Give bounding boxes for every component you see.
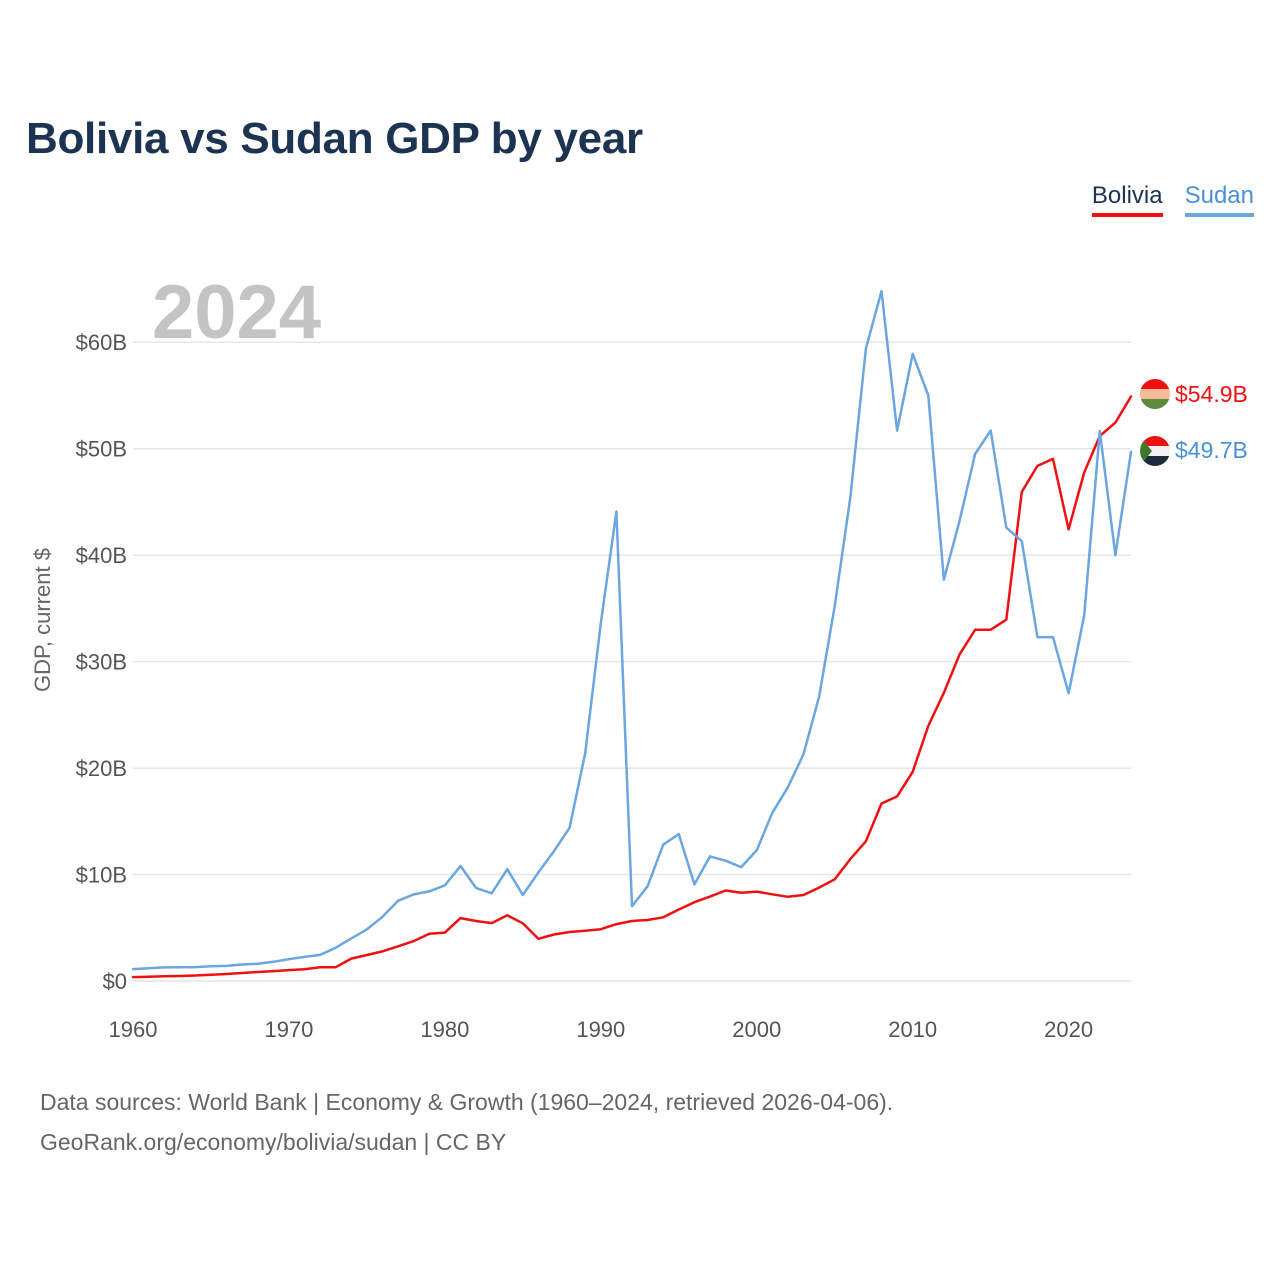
x-axis: 1960 1970 1980 1990 2000 2010 2020 (109, 1017, 1094, 1042)
footer-line-2: GeoRank.org/economy/bolivia/sudan | CC B… (40, 1129, 507, 1155)
series-lines (131, 289, 1133, 979)
y-tick-label: $50B (76, 437, 127, 462)
x-tick-label: 1980 (420, 1017, 469, 1042)
y-tick-label: $10B (76, 863, 127, 888)
y-tick-label: $0 (103, 969, 127, 994)
sudan-flag-icon (1140, 436, 1170, 466)
year-watermark: 2024 (152, 270, 321, 355)
series-line-sudan[interactable] (131, 289, 1133, 971)
y-axis: $0 $10B $20B $30B $40B $50B $60B (76, 330, 127, 994)
y-tick-label: $30B (76, 650, 127, 675)
legend-sudan[interactable]: Sudan (1184, 182, 1254, 217)
y-tick-label: $20B (76, 756, 127, 781)
footer-line-1: Data sources: World Bank | Economy & Gro… (40, 1089, 894, 1115)
x-tick-label: 2020 (1044, 1017, 1093, 1042)
chart-title: Bolivia vs Sudan GDP by year (26, 114, 643, 163)
y-axis-label: GDP, current $ (30, 548, 55, 692)
y-tick-label: $60B (76, 330, 127, 355)
footer-sources: Data sources: World Bank | Economy & Gro… (40, 1082, 893, 1162)
sudan-end-value: $49.7B (1175, 437, 1248, 463)
y-tick-label: $40B (76, 543, 127, 568)
legend-bolivia[interactable]: Bolivia (1091, 182, 1163, 217)
x-tick-label: 1970 (264, 1017, 313, 1042)
legend: Bolivia Sudan (1091, 182, 1254, 217)
gridlines (133, 341, 1131, 982)
x-tick-label: 2000 (732, 1017, 781, 1042)
gdp-line-chart: 2024 GDP, current $ $0 $10B $20B $30B $40B $5… (30, 270, 1248, 1042)
x-tick-label: 1990 (576, 1017, 625, 1042)
bolivia-end-value: $54.9B (1175, 381, 1248, 407)
x-tick-label: 1960 (109, 1017, 158, 1042)
x-tick-label: 2010 (888, 1017, 937, 1042)
bolivia-flag-icon (1140, 379, 1170, 409)
series-line-bolivia[interactable] (131, 395, 1133, 979)
